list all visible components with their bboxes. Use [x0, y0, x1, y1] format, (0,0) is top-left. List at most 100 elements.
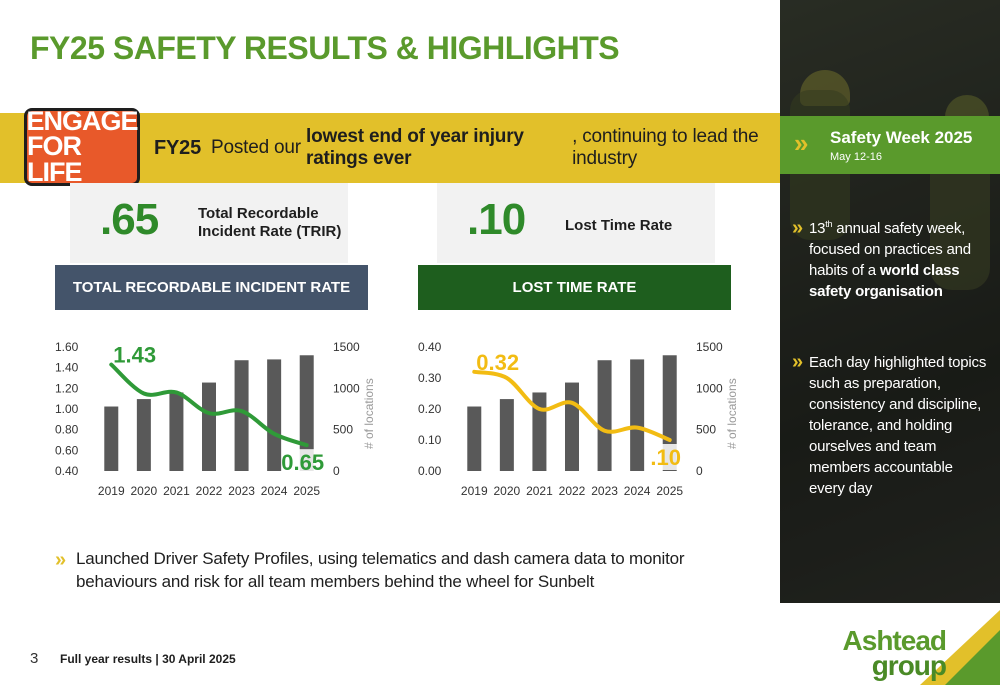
kpi-ltr-box: .10 Lost Time Rate [437, 183, 715, 263]
safety-week-title-bar: » Safety Week 2025 May 12-16 [780, 116, 1000, 174]
locations-bar [565, 382, 579, 471]
driver-safety-note: » Launched Driver Safety Profiles, using… [55, 548, 735, 594]
first-value-label: 1.43 [113, 343, 156, 368]
kpi-trir-label: Total Recordable Incident Rate (TRIR) [198, 205, 341, 241]
driver-safety-text: Launched Driver Safety Profiles, using t… [75, 549, 685, 591]
locations-bar [267, 359, 282, 471]
locations-bar [104, 406, 119, 471]
right-axis-tick: 1000 [696, 381, 723, 395]
x-axis-tick: 2020 [131, 484, 158, 498]
right-axis-tick: 1500 [696, 340, 723, 354]
page-number: 3 [30, 650, 39, 667]
right-axis-tick: 1000 [333, 381, 360, 395]
right-axis-tick: 500 [696, 423, 716, 437]
rate-trend-line [472, 369, 672, 442]
photo-shade [780, 0, 1000, 603]
kpi-trir-label-line1: Total Recordable [198, 205, 319, 222]
left-axis-tick: 0.80 [55, 423, 79, 437]
locations-bar [532, 392, 547, 471]
page-title: FY25 SAFETY RESULTS & HIGHLIGHTS [30, 30, 620, 66]
kpi-ltr-label: Lost Time Rate [565, 217, 673, 234]
last-value-label: 0.65 [281, 450, 324, 475]
banner-lead: FY25 [154, 136, 202, 159]
sidebar-item-annual-week-text: 13th annual safety week, focused on prac… [809, 218, 992, 302]
sidebar-item-daily-topics-text: Each day highlighted topics such as prep… [808, 354, 987, 497]
x-axis-tick: 2025 [656, 484, 683, 498]
logo-line1: ENGAGE [26, 105, 138, 136]
right-axis-tick: 0 [696, 464, 703, 478]
x-axis-tick: 2022 [196, 484, 223, 498]
kpi-trir-label-line2: Incident Rate (TRIR) [198, 223, 342, 240]
logo-line2: FOR LIFE [27, 131, 83, 187]
brand-line1: Ashtead [842, 625, 947, 656]
right-axis-title: # of locations [362, 378, 376, 449]
locations-bar [630, 359, 645, 471]
corner-triangle-decoration [920, 610, 1000, 685]
x-axis-tick: 2025 [293, 484, 320, 498]
footer-text: Full year results | 30 April 2025 [60, 652, 236, 666]
first-value-label: 0.32 [476, 350, 519, 375]
week-number-suffix: th [825, 219, 833, 229]
banner-text-bold: lowest end of year injury ratings ever [306, 126, 524, 169]
side-photo-panel [780, 0, 1000, 603]
chevron-right-icon: » [792, 351, 803, 373]
trir-chart: 1.60 1.40 1.20 1.00 0.80 0.60 0.40 1500 1000 500 0… [55, 340, 376, 498]
locations-bar [597, 360, 612, 471]
left-axis-tick: 1.40 [55, 361, 79, 375]
x-axis-tick: 2021 [163, 484, 190, 498]
kpi-trir-value: .65 [100, 195, 159, 244]
week-description: annual safety week, focused on practices… [808, 220, 971, 279]
right-axis-tick: 0 [333, 464, 340, 478]
locations-bar [136, 399, 151, 471]
right-axis-tick: 500 [333, 423, 353, 437]
last-value-label-bg [282, 449, 325, 476]
last-value-label: .10 [650, 445, 681, 470]
banner-text-after: , continuing to lead the industry [572, 126, 759, 169]
left-axis-tick: 0.40 [418, 340, 442, 354]
week-description-bold: world class safety organisation [808, 262, 960, 300]
last-value-label-bg [645, 444, 688, 470]
week-number: 13 [808, 220, 826, 237]
brand-line2: group [871, 650, 947, 682]
locations-bar [662, 355, 677, 471]
sidebar-item-daily-topics: » Each day highlighted topics such as pr… [792, 352, 992, 499]
locations-bar [499, 399, 514, 471]
locations-bar [467, 406, 482, 471]
x-axis-tick: 2023 [591, 484, 618, 498]
left-axis-tick: 0.40 [55, 464, 79, 478]
safety-week-heading: Safety Week 2025 [830, 128, 973, 147]
left-axis-tick: 1.00 [55, 402, 79, 416]
ashtead-group-logo: Ashtead group [836, 625, 947, 682]
left-axis-tick: 0.30 [418, 371, 442, 385]
chevron-right-icon: » [794, 128, 809, 158]
left-axis-tick: 0.60 [55, 443, 79, 457]
x-axis-tick: 2022 [559, 484, 586, 498]
locations-bar [169, 392, 184, 471]
left-axis-tick: 1.20 [55, 381, 79, 395]
kpi-ltr-value: .10 [467, 195, 526, 244]
locations-bar [202, 382, 216, 471]
left-axis-tick: 0.20 [418, 402, 442, 416]
x-axis-tick: 2024 [261, 484, 288, 498]
left-axis-tick: 0.00 [418, 464, 442, 478]
x-axis-tick: 2024 [624, 484, 651, 498]
ltr-chart: 0.40 0.30 0.20 0.10 0.00 1500 1000 500 0 # of loc… [418, 340, 739, 498]
safety-week-dates: May 12-16 [830, 151, 882, 163]
banner-text: FY25 Posted our lowest end of year injur… [140, 113, 780, 183]
rate-trend-line [109, 362, 309, 448]
chevron-right-icon: » [55, 549, 66, 571]
banner-text-before: Posted our [211, 137, 306, 158]
chevron-right-icon: » [792, 217, 803, 239]
engage-for-life-logo: ENGAGE FOR LIFE [24, 105, 140, 187]
right-axis-title: # of locations [725, 378, 739, 449]
x-axis-tick: 2019 [98, 484, 125, 498]
kpi-trir-box: .65 Total Recordable Incident Rate (TRIR… [70, 183, 348, 263]
sidebar-item-annual-week: » 13th annual safety week, focused on pr… [792, 218, 992, 302]
x-axis-tick: 2023 [228, 484, 255, 498]
x-axis-tick: 2021 [526, 484, 553, 498]
trir-chart-header: TOTAL RECORDABLE INCIDENT RATE [55, 265, 368, 310]
locations-bar [234, 360, 249, 471]
ltr-chart-header: LOST TIME RATE [418, 265, 731, 310]
right-axis-tick: 1500 [333, 340, 360, 354]
left-axis-tick: 1.60 [55, 340, 79, 354]
